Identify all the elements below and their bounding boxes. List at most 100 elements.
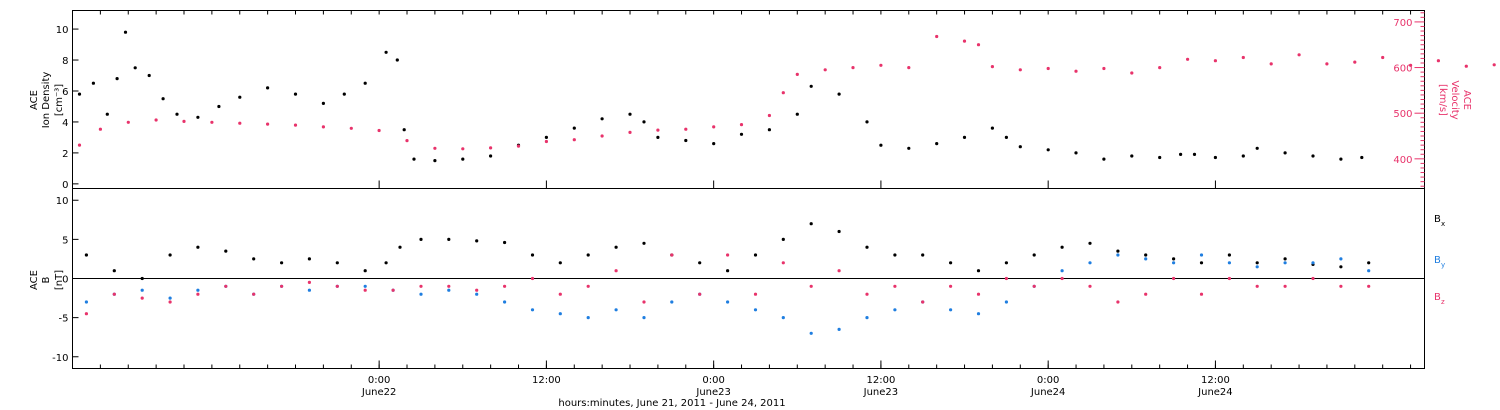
b-y-point xyxy=(893,308,897,312)
b-y-point xyxy=(84,300,88,304)
density-axis-ticks: 0 2 4 6 8 10 xyxy=(56,25,79,191)
b-x-point xyxy=(1227,253,1231,257)
b-y-point xyxy=(503,300,507,304)
velocity-point xyxy=(572,138,576,142)
density-point xyxy=(600,117,604,121)
b-y-point xyxy=(753,308,758,312)
velocity-point xyxy=(1353,60,1357,64)
date-tick-label: June23 xyxy=(695,387,731,398)
density-point xyxy=(1311,154,1315,158)
b-x-point xyxy=(1283,257,1287,261)
b-x-point xyxy=(530,253,535,257)
b-z-point xyxy=(558,292,562,296)
density-tick-label: 0 xyxy=(62,180,68,191)
density-point xyxy=(461,157,465,161)
velocity-point xyxy=(77,143,82,147)
velocity-tick-label: 600 xyxy=(1393,64,1412,75)
b-y-point xyxy=(307,288,311,292)
b-axis-ticks: -10 -5 0 5 10 xyxy=(52,196,79,364)
b-z-point xyxy=(865,292,869,296)
b-x-point xyxy=(1088,241,1092,245)
density-tick-label: 10 xyxy=(56,25,69,36)
velocity-point xyxy=(1130,71,1134,75)
b-z-point xyxy=(670,253,674,257)
b-z-point xyxy=(503,284,507,288)
b-y-point xyxy=(781,316,785,320)
density-point xyxy=(293,92,298,96)
density-point xyxy=(238,95,242,99)
velocity-point xyxy=(98,127,102,131)
density-point xyxy=(865,120,869,124)
b-y-point xyxy=(837,327,841,331)
density-point xyxy=(105,112,109,116)
density-point xyxy=(1360,155,1364,160)
velocity-point xyxy=(349,126,353,130)
b-x-point xyxy=(1116,249,1120,253)
b-x-point xyxy=(698,261,702,265)
b-z-point xyxy=(976,292,981,296)
velocity-point xyxy=(516,144,521,148)
b-y-point xyxy=(809,331,813,335)
density-point xyxy=(266,86,270,90)
velocity-point xyxy=(489,146,493,150)
legend-Bx-sub: x xyxy=(1441,220,1445,228)
velocity-point xyxy=(976,43,981,47)
b-x-point xyxy=(112,269,116,273)
velocity-point xyxy=(795,72,799,76)
top-ylabel-line3: [cm⁻³] xyxy=(54,84,65,116)
density-point xyxy=(1130,154,1134,158)
b-x-point xyxy=(837,229,841,234)
b-x-point xyxy=(586,253,590,257)
b-z-point xyxy=(447,284,451,288)
b-x-point xyxy=(893,253,897,257)
b-x-point xyxy=(642,241,646,245)
b-z-point xyxy=(586,284,590,288)
density-point xyxy=(767,128,772,132)
velocity-point xyxy=(1409,63,1413,67)
velocity-point xyxy=(990,65,995,69)
density-point xyxy=(1179,152,1183,156)
b-x-point xyxy=(196,245,200,249)
b-z-point xyxy=(1060,276,1064,281)
b-y-point xyxy=(1255,265,1259,269)
velocity-point xyxy=(377,128,381,133)
velocity-point xyxy=(962,39,967,43)
b-z-point xyxy=(280,284,284,288)
b-z-point xyxy=(1283,284,1287,288)
b-z-point xyxy=(1339,284,1343,288)
velocity-point xyxy=(600,134,604,138)
top-ylabel-line2: Ion Density xyxy=(41,72,52,129)
b-z-point xyxy=(809,284,813,288)
b-z-point xyxy=(168,300,172,304)
date-tick-label: June22 xyxy=(361,387,397,398)
b-y-point xyxy=(530,308,535,312)
b-tick-label: 0 xyxy=(62,275,68,286)
b-z-point xyxy=(949,284,953,288)
density-point xyxy=(412,157,416,161)
velocity-point xyxy=(684,127,688,131)
velocity-point xyxy=(293,123,298,127)
b-z-point xyxy=(475,288,479,292)
velocity-axis-ticks: 400 500 600 700 xyxy=(1393,12,1425,187)
density-point xyxy=(712,142,716,146)
b-x-point xyxy=(949,261,953,265)
density-point xyxy=(739,132,744,136)
b-y-point xyxy=(1088,261,1092,265)
velocity-point xyxy=(1241,55,1245,60)
density-point xyxy=(907,146,911,150)
velocity-point xyxy=(1158,66,1162,70)
b-z-point xyxy=(726,253,730,257)
velocity-point xyxy=(1018,68,1022,72)
velocity-point xyxy=(266,122,270,126)
b-x-point xyxy=(614,245,618,249)
density-point xyxy=(837,92,841,96)
velocity-point xyxy=(1325,62,1329,66)
density-point xyxy=(1102,157,1106,161)
velocity-point xyxy=(1436,59,1440,63)
density-point xyxy=(544,135,549,139)
b-y-point xyxy=(447,288,451,292)
b-y-point xyxy=(586,316,590,320)
date-tick-label: June24 xyxy=(1030,387,1066,398)
b-y-point xyxy=(558,312,562,316)
density-tick-label: 6 xyxy=(62,87,68,98)
